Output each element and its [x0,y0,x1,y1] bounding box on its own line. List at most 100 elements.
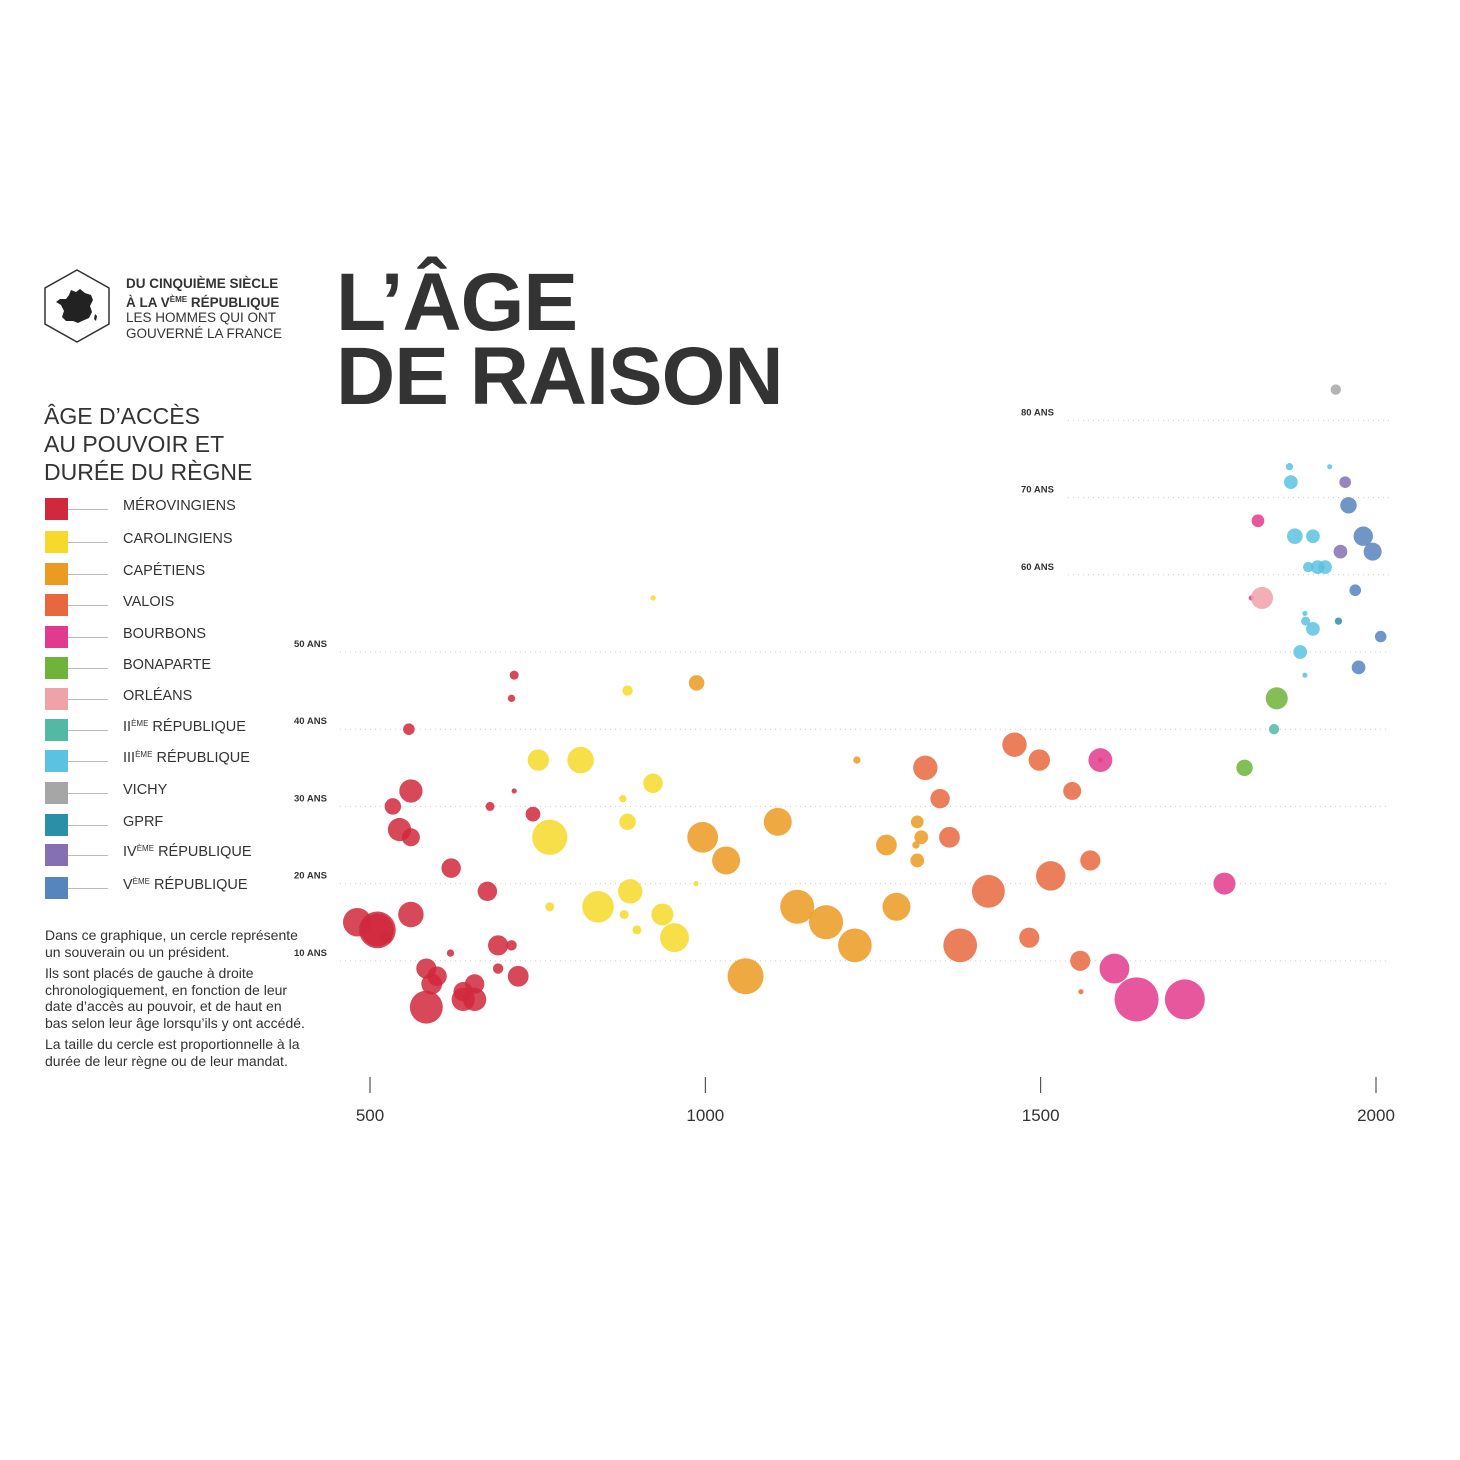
data-point [492,963,504,974]
series-group [1333,476,1351,559]
legend-connector [68,888,108,889]
note-3: La taille du cercle est proportionnelle … [45,1036,300,1069]
data-point [399,779,423,803]
data-point [1250,586,1274,609]
series-group [1340,497,1387,675]
data-point [1036,861,1066,891]
data-point [1334,617,1343,625]
legend-connector [68,825,108,826]
data-point [1268,724,1280,735]
title-line-2: DE RAISON [336,331,784,422]
legend-label: IVÈME RÉPUBLIQUE [123,844,252,860]
legend-item: VÈME RÉPUBLIQUE [44,875,304,899]
data-point [809,905,844,940]
legend-connector [68,730,108,731]
data-point [1070,950,1091,971]
series-group [1334,617,1343,625]
data-point [1349,584,1362,597]
legend-label: VICHY [123,782,168,798]
series-group [1330,384,1341,395]
data-point [1306,529,1320,544]
data-point [1213,872,1236,895]
legend-connector [68,699,108,700]
y-tick-label: 60 ANS [1021,562,1054,573]
legend-item: MÉROVINGIENS [44,496,304,520]
legend-connector [68,761,108,762]
data-point [618,879,643,904]
data-point [427,966,447,986]
legend-swatch [45,498,68,520]
data-point [763,807,792,836]
data-point [1164,979,1205,1020]
legend-label: BONAPARTE [123,657,212,673]
legend-label: IIÈME RÉPUBLIQUE [123,719,246,735]
legend-item: IIIÈME RÉPUBLIQUE [44,748,304,772]
data-point [582,890,614,923]
data-point [509,670,519,680]
y-tick-label: 10 ANS [294,948,327,959]
data-point [876,834,897,856]
legend-label: ORLÉANS [123,688,193,704]
legend-swatch [45,844,68,866]
data-point [651,903,674,926]
legend-connector [68,668,108,669]
data-point [1301,616,1311,626]
data-point [1353,526,1373,546]
data-point [506,940,517,951]
legend-connector [68,637,108,638]
data-point [398,901,424,928]
data-point [1078,989,1084,995]
series-group [343,670,541,1024]
legend-item: CAPÉTIENS [44,561,304,585]
data-point [1002,732,1027,757]
data-point [780,889,815,924]
chart-notes: Dans ce graphique, un cercle représente … [45,927,305,1074]
badge-line-3: LES HOMMES QUI ONT [126,310,277,325]
legend-label: CAROLINGIENS [123,531,233,547]
legend-item: BOURBONS [44,624,304,648]
data-point [650,595,656,601]
data-point [1327,464,1333,470]
legend-label: VALOIS [123,594,175,610]
legend-item: GPRF [44,812,304,836]
data-point [1236,759,1253,777]
legend-item: VALOIS [44,592,304,616]
legend-item: ORLÉANS [44,686,304,710]
data-point [1330,384,1341,395]
legend-label: IIIÈME RÉPUBLIQUE [123,750,250,766]
legend-title: ÂGE D’ACCÈS AU POUVOIR ET DURÉE DU RÈGNE [44,403,253,485]
data-point [507,965,529,987]
header-badge: DU CINQUIÈME SIÈCLE À LA VÈME RÉPUBLIQUE… [126,276,282,341]
data-point [910,815,924,829]
data-point [1293,645,1308,659]
badge-line-2: À LA VÈME RÉPUBLIQUE [126,294,280,310]
data-point [838,928,872,963]
legend-connector [68,574,108,575]
data-point [1318,560,1332,574]
data-point [1303,561,1314,573]
legend-label: CAPÉTIENS [123,563,206,579]
data-point [1287,528,1303,544]
series-group [1283,463,1333,678]
data-point [1363,542,1382,561]
data-point [488,935,509,956]
france-map-icon [44,269,110,343]
data-point [1302,610,1308,617]
legend-swatch [45,688,68,710]
legend-label: VÈME RÉPUBLIQUE [123,877,248,893]
data-point [1028,749,1051,771]
data-point [1099,953,1130,984]
data-point [446,949,455,957]
data-point [409,990,443,1024]
data-point [507,694,516,702]
data-point [622,685,633,696]
data-point [1265,687,1288,710]
data-point [1088,748,1113,772]
data-point [632,925,642,935]
x-tick-label: 1500 [1022,1106,1060,1125]
data-point [1251,514,1265,528]
data-point [1114,977,1159,1022]
data-point [687,821,719,853]
data-point [693,881,699,887]
title-line-1: L’ÂGE [336,257,578,348]
